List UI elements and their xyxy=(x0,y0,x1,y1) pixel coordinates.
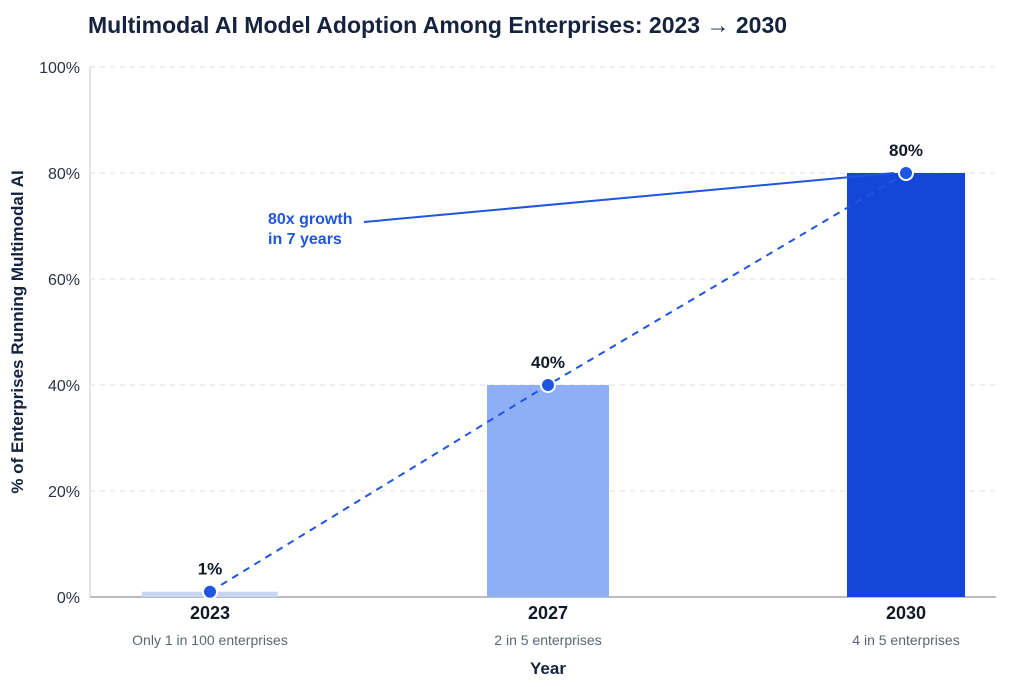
bar-2030 xyxy=(847,173,965,597)
y-tick-label: 40% xyxy=(48,378,80,395)
annotation-line: in 7 years xyxy=(268,231,342,248)
y-axis-label: % of Enterprises Running Multimodal AI xyxy=(8,170,27,493)
x-sublabel-2027: 2 in 5 enterprises xyxy=(494,632,601,648)
chart-title: Multimodal AI Model Adoption Among Enter… xyxy=(88,12,787,38)
x-sublabel-2030: 4 in 5 enterprises xyxy=(852,632,959,648)
x-axis-label: Year xyxy=(530,659,566,678)
data-labels: 1% 40% 80% xyxy=(198,141,923,579)
annotation-arrow xyxy=(363,172,895,223)
bar-2027 xyxy=(487,385,609,597)
data-label-2023: 1% xyxy=(198,560,223,579)
trend-point-2030 xyxy=(898,165,914,181)
annotation-group: 80x growth in 7 years xyxy=(268,172,895,248)
x-tick-labels: 2023 Only 1 in 100 enterprises 2027 2 in 5 … xyxy=(132,603,960,648)
x-tick-label-2023: 2023 xyxy=(190,603,230,623)
data-label-2030: 80% xyxy=(889,141,923,160)
y-tick-label: 80% xyxy=(48,166,80,183)
x-sublabel-2023: Only 1 in 100 enterprises xyxy=(132,632,288,648)
x-tick-label-2030: 2030 xyxy=(886,603,926,623)
annotation-text: 80x growth in 7 years xyxy=(268,211,352,248)
bars xyxy=(142,173,965,597)
x-tick-label-2027: 2027 xyxy=(528,603,568,623)
trend-point-2027 xyxy=(540,377,556,393)
y-tick-label: 100% xyxy=(39,60,80,77)
data-label-2027: 40% xyxy=(531,353,565,372)
trend-line-group xyxy=(202,165,914,600)
y-tick-labels: 0% 20% 40% 60% 80% 100% xyxy=(39,60,80,607)
annotation-line: 80x growth xyxy=(268,211,352,228)
trend-point-2023 xyxy=(202,583,218,600)
y-tick-label: 20% xyxy=(48,484,80,501)
y-tick-label: 60% xyxy=(48,272,80,289)
y-tick-label: 0% xyxy=(57,590,80,607)
